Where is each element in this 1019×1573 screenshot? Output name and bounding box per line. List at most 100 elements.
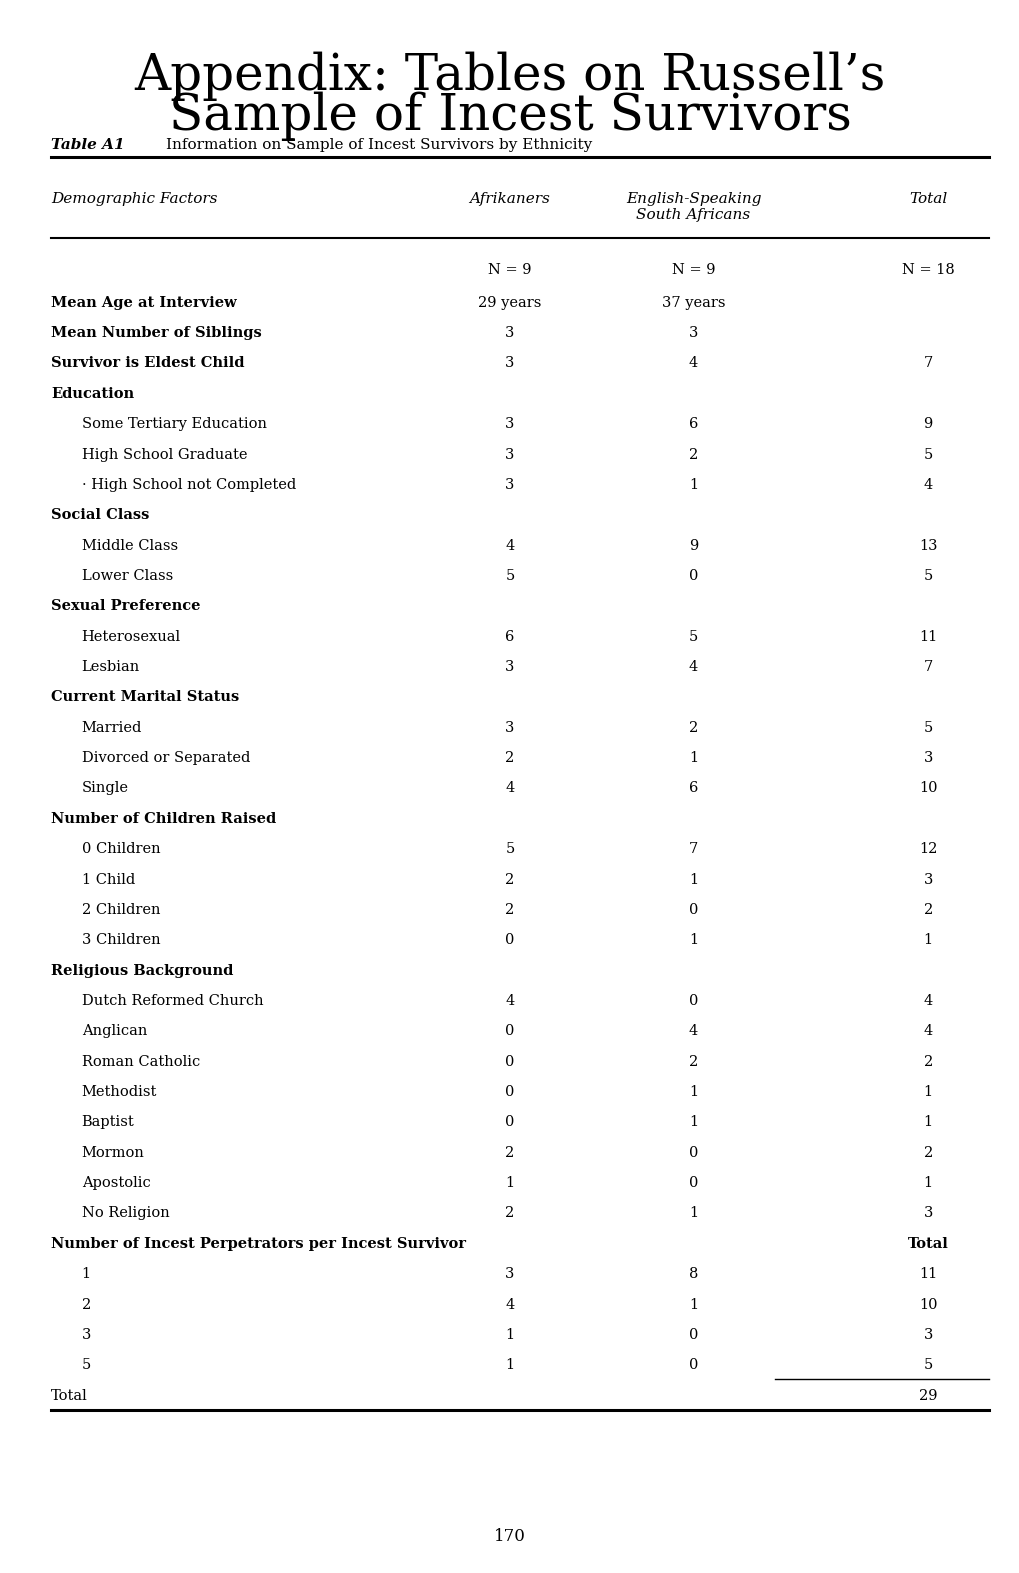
Text: 7: 7	[922, 661, 932, 675]
Text: 3: 3	[82, 1328, 91, 1342]
Text: 3: 3	[922, 873, 932, 887]
Text: 1: 1	[689, 1298, 697, 1312]
Text: 10: 10	[918, 1298, 936, 1312]
Text: 1: 1	[689, 873, 697, 887]
Text: Table A1: Table A1	[51, 138, 124, 153]
Text: 0: 0	[688, 1357, 698, 1372]
Text: 0: 0	[688, 903, 698, 917]
Text: Social Class: Social Class	[51, 508, 149, 522]
Text: Divorced or Separated: Divorced or Separated	[82, 750, 250, 764]
Text: 3: 3	[504, 326, 515, 340]
Text: Heterosexual: Heterosexual	[82, 629, 180, 643]
Text: 3: 3	[688, 326, 698, 340]
Text: N = 18: N = 18	[901, 263, 954, 277]
Text: 6: 6	[504, 629, 515, 643]
Text: 1: 1	[923, 1177, 931, 1191]
Text: 13: 13	[918, 538, 936, 552]
Text: Total: Total	[51, 1389, 88, 1403]
Text: 3 Children: 3 Children	[82, 933, 160, 947]
Text: Survivor is Eldest Child: Survivor is Eldest Child	[51, 357, 245, 371]
Text: 4: 4	[504, 782, 515, 796]
Text: Lower Class: Lower Class	[82, 569, 172, 584]
Text: 4: 4	[688, 661, 698, 675]
Text: 2: 2	[688, 720, 698, 735]
Text: 2: 2	[688, 447, 698, 461]
Text: 0: 0	[688, 569, 698, 584]
Text: 4: 4	[688, 1024, 698, 1038]
Text: 29 years: 29 years	[478, 296, 541, 310]
Text: 1: 1	[689, 933, 697, 947]
Text: Mormon: Mormon	[82, 1145, 145, 1159]
Text: 1: 1	[689, 1085, 697, 1100]
Text: 4: 4	[922, 1024, 932, 1038]
Text: 7: 7	[688, 842, 698, 856]
Text: N = 9: N = 9	[672, 263, 714, 277]
Text: 0: 0	[688, 1145, 698, 1159]
Text: 37 years: 37 years	[661, 296, 725, 310]
Text: Religious Background: Religious Background	[51, 964, 233, 978]
Text: Middle Class: Middle Class	[82, 538, 177, 552]
Text: 0: 0	[504, 1054, 515, 1068]
Text: Anglican: Anglican	[82, 1024, 147, 1038]
Text: 5: 5	[82, 1357, 91, 1372]
Text: 2: 2	[922, 1054, 932, 1068]
Text: English-Speaking
South Africans: English-Speaking South Africans	[626, 192, 760, 222]
Text: 10: 10	[918, 782, 936, 796]
Text: 2: 2	[504, 1145, 515, 1159]
Text: Education: Education	[51, 387, 133, 401]
Text: 3: 3	[922, 750, 932, 764]
Text: 1: 1	[505, 1357, 514, 1372]
Text: Afrikaners: Afrikaners	[469, 192, 550, 206]
Text: Roman Catholic: Roman Catholic	[82, 1054, 200, 1068]
Text: Methodist: Methodist	[82, 1085, 157, 1100]
Text: 4: 4	[688, 357, 698, 371]
Text: 2: 2	[504, 903, 515, 917]
Text: 3: 3	[922, 1328, 932, 1342]
Text: 0: 0	[688, 1328, 698, 1342]
Text: 0: 0	[504, 1085, 515, 1100]
Text: 12: 12	[918, 842, 936, 856]
Text: 1: 1	[923, 933, 931, 947]
Text: Number of Children Raised: Number of Children Raised	[51, 812, 276, 826]
Text: 3: 3	[504, 720, 515, 735]
Text: Total: Total	[908, 192, 947, 206]
Text: 5: 5	[504, 569, 515, 584]
Text: 0: 0	[504, 1024, 515, 1038]
Text: 11: 11	[918, 629, 936, 643]
Text: 0: 0	[688, 994, 698, 1008]
Text: 2: 2	[504, 1206, 515, 1221]
Text: 3: 3	[504, 478, 515, 492]
Text: 3: 3	[504, 1268, 515, 1282]
Text: Some Tertiary Education: Some Tertiary Education	[82, 417, 266, 431]
Text: 5: 5	[922, 1357, 932, 1372]
Text: Mean Number of Siblings: Mean Number of Siblings	[51, 326, 262, 340]
Text: 5: 5	[922, 720, 932, 735]
Text: 6: 6	[688, 417, 698, 431]
Text: 3: 3	[504, 447, 515, 461]
Text: N = 9: N = 9	[488, 263, 531, 277]
Text: No Religion: No Religion	[82, 1206, 169, 1221]
Text: Total: Total	[907, 1236, 948, 1251]
Text: 2: 2	[922, 903, 932, 917]
Text: Sexual Preference: Sexual Preference	[51, 599, 201, 613]
Text: 7: 7	[922, 357, 932, 371]
Text: 5: 5	[922, 569, 932, 584]
Text: 2: 2	[688, 1054, 698, 1068]
Text: 11: 11	[918, 1268, 936, 1282]
Text: 2: 2	[504, 750, 515, 764]
Text: 2: 2	[504, 873, 515, 887]
Text: 3: 3	[504, 357, 515, 371]
Text: 1: 1	[923, 1115, 931, 1129]
Text: Appendix: Tables on Russell’s: Appendix: Tables on Russell’s	[135, 52, 884, 101]
Text: Baptist: Baptist	[82, 1115, 135, 1129]
Text: 29: 29	[918, 1389, 936, 1403]
Text: 3: 3	[504, 661, 515, 675]
Text: 0: 0	[688, 1177, 698, 1191]
Text: Married: Married	[82, 720, 142, 735]
Text: 0 Children: 0 Children	[82, 842, 160, 856]
Text: 3: 3	[922, 1206, 932, 1221]
Text: 1: 1	[505, 1177, 514, 1191]
Text: 6: 6	[688, 782, 698, 796]
Text: 5: 5	[504, 842, 515, 856]
Text: 0: 0	[504, 1115, 515, 1129]
